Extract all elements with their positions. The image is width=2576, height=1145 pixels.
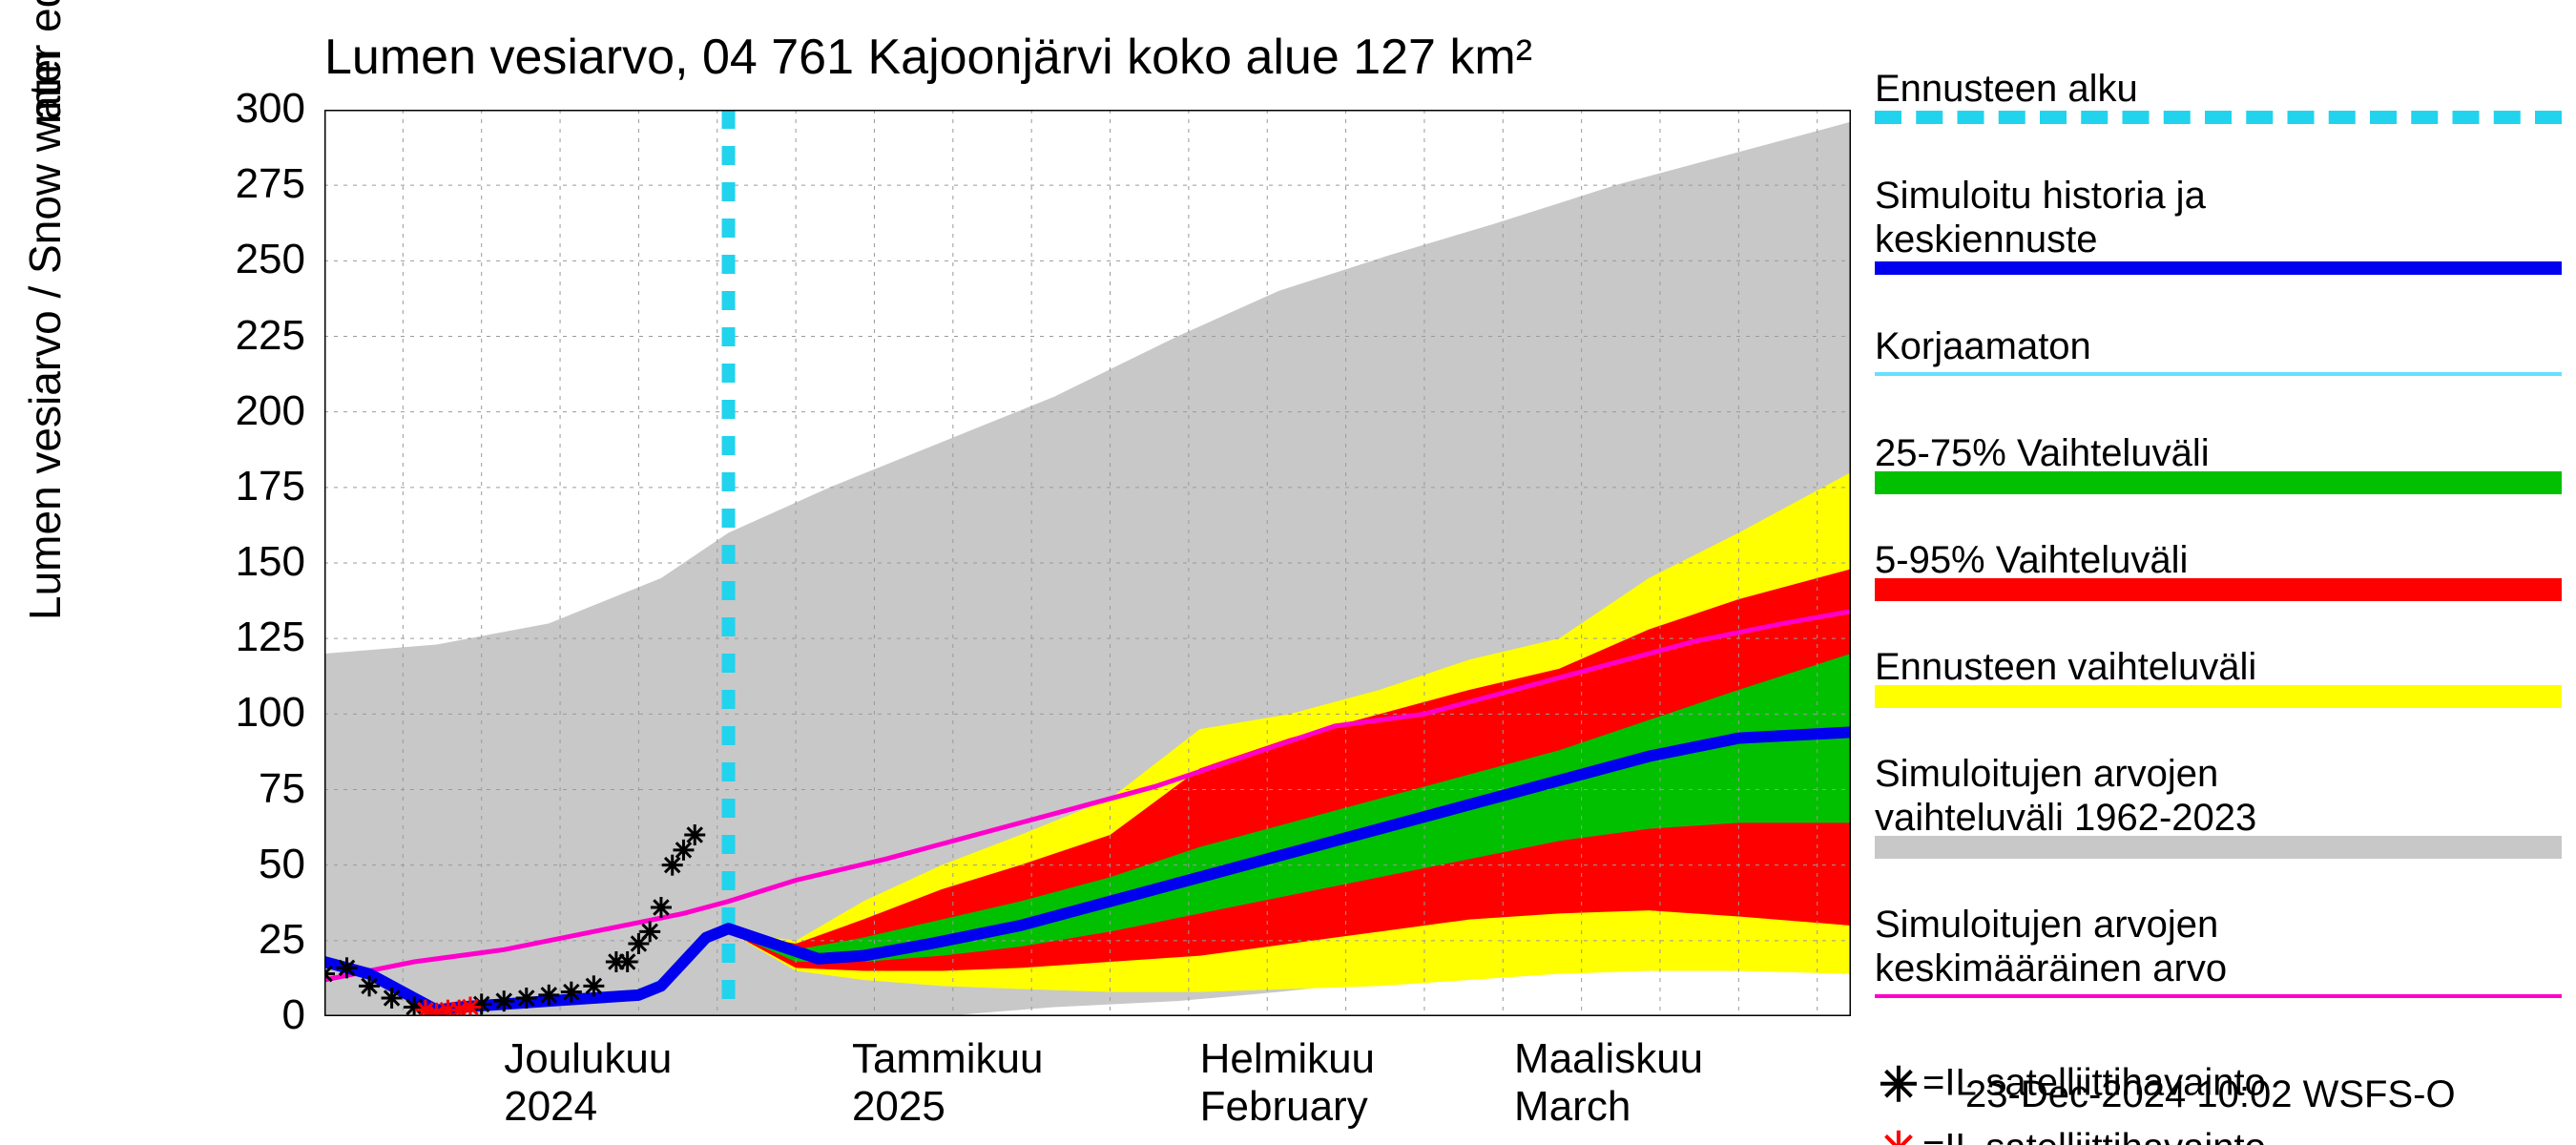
legend-swatch <box>1875 994 2562 998</box>
y-tick: 0 <box>282 991 305 1039</box>
legend: Ennusteen alkuSimuloitu historia jakeski… <box>1875 67 2562 1145</box>
y-tick: 250 <box>236 236 305 283</box>
y-tick: 200 <box>236 387 305 435</box>
x-month-sub: 2025 <box>852 1083 945 1131</box>
legend-label: Simuloitujen arvojen <box>1875 752 2562 796</box>
y-tick: 275 <box>236 160 305 208</box>
legend-swatch <box>1875 685 2562 708</box>
legend-label: =IL satelliittihavainto <box>1922 1127 2266 1145</box>
legend-swatch <box>1875 372 2562 376</box>
legend-swatch <box>1875 471 2562 494</box>
legend-item: Ennusteen vaihteluväli <box>1875 645 2562 746</box>
y-tick: 125 <box>236 614 305 661</box>
y-tick: 50 <box>259 841 305 888</box>
legend-item: Simuloitujen arvojenkeskimääräinen arvo <box>1875 903 2562 1048</box>
x-month-label: Helmikuu <box>1200 1035 1375 1083</box>
legend-swatch <box>1875 111 2562 124</box>
legend-label: 5-95% Vaihteluväli <box>1875 538 2562 582</box>
legend-item: 5-95% Vaihteluväli <box>1875 538 2562 639</box>
legend-item: 25-75% Vaihteluväli <box>1875 431 2562 532</box>
legend-label: Simuloitujen arvojen <box>1875 903 2562 947</box>
legend-swatch <box>1875 578 2562 601</box>
x-month-sub: 2024 <box>504 1083 597 1131</box>
y-tick: 150 <box>236 538 305 586</box>
legend-label: keskiennuste <box>1875 218 2562 261</box>
y-tick: 175 <box>236 463 305 510</box>
legend-label: Korjaamaton <box>1875 324 2562 368</box>
legend-marker-icon: ✳ <box>1875 1057 1922 1113</box>
legend-item: Korjaamaton <box>1875 324 2562 426</box>
x-month-sub: February <box>1200 1083 1368 1131</box>
y-tick: 225 <box>236 312 305 360</box>
legend-label: Ennusteen vaihteluväli <box>1875 645 2562 689</box>
y-axis-unit: mm <box>19 51 71 124</box>
y-tick: 300 <box>236 85 305 133</box>
legend-label: Ennusteen alku <box>1875 67 2562 111</box>
x-month-label: Maaliskuu <box>1514 1035 1703 1083</box>
plot-area <box>324 110 1851 1016</box>
chart-title: Lumen vesiarvo, 04 761 Kajoonjärvi koko … <box>324 29 1532 86</box>
x-month-label: Joulukuu <box>504 1035 672 1083</box>
x-month-sub: March <box>1514 1083 1631 1131</box>
x-month-label: Tammikuu <box>852 1035 1044 1083</box>
timestamp-label: 23-Dec-2024 10:02 WSFS-O <box>1965 1073 2456 1116</box>
y-tick: 100 <box>236 689 305 737</box>
legend-label: Simuloitu historia ja <box>1875 174 2562 218</box>
y-tick: 25 <box>259 916 305 964</box>
legend-label: vaihteluväli 1962-2023 <box>1875 796 2562 840</box>
legend-swatch <box>1875 836 2562 859</box>
legend-marker-icon: ✳ <box>1875 1122 1922 1145</box>
y-tick: 75 <box>259 765 305 813</box>
chart-container: Lumen vesiarvo, 04 761 Kajoonjärvi koko … <box>0 0 2576 1145</box>
legend-marker-item: ✳=IL satelliittihavaintoepäluotettava <box>1875 1122 2562 1145</box>
legend-item: Simuloitu historia jakeskiennuste <box>1875 174 2562 319</box>
legend-item: Simuloitujen arvojenvaihteluväli 1962-20… <box>1875 752 2562 897</box>
legend-swatch <box>1875 261 2562 275</box>
legend-item: Ennusteen alku <box>1875 67 2562 168</box>
legend-label: keskimääräinen arvo <box>1875 947 2562 990</box>
legend-label: 25-75% Vaihteluväli <box>1875 431 2562 475</box>
